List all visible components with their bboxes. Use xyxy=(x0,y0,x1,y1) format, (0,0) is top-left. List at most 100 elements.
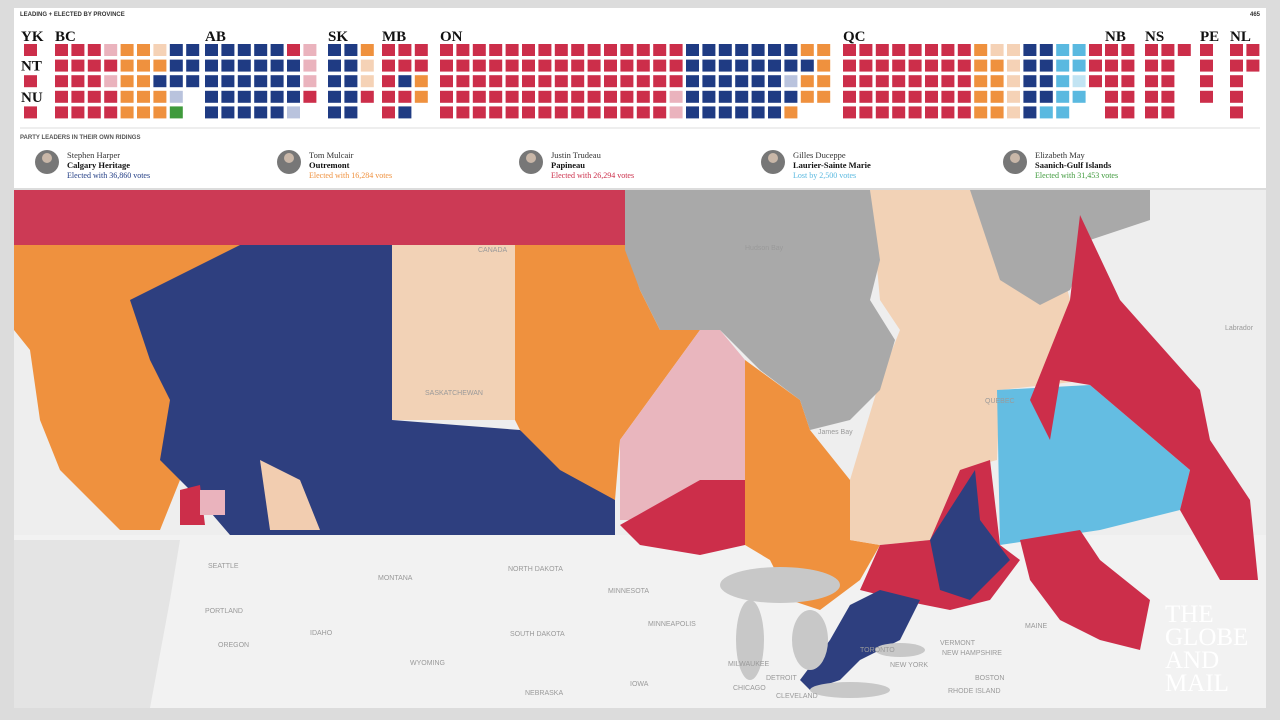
avatar-face xyxy=(526,153,536,163)
region xyxy=(800,590,920,690)
seat xyxy=(604,90,617,103)
seat xyxy=(571,75,585,88)
seat xyxy=(120,106,134,119)
seat xyxy=(1230,75,1243,88)
seat xyxy=(702,59,716,72)
seat xyxy=(104,44,118,56)
seat xyxy=(489,75,503,88)
seat xyxy=(472,75,486,88)
seat xyxy=(55,90,68,103)
seat xyxy=(456,59,470,72)
seat xyxy=(287,75,300,88)
leader-result: Elected with 31,453 votes xyxy=(1035,171,1118,180)
seat xyxy=(686,90,699,103)
seat xyxy=(669,59,683,72)
leader-result: Elected with 36,860 votes xyxy=(67,171,150,180)
seat xyxy=(1072,75,1086,88)
seat xyxy=(205,75,218,88)
logo-line: GLOBE xyxy=(1165,624,1248,651)
seat xyxy=(784,44,798,56)
seat xyxy=(925,90,938,103)
map-label: PORTLAND xyxy=(205,608,243,615)
seat xyxy=(571,106,585,119)
avatar-face xyxy=(1010,153,1020,163)
seat xyxy=(489,44,503,56)
seat xyxy=(1007,59,1020,72)
seat xyxy=(636,59,650,72)
seat xyxy=(1105,44,1118,56)
seat xyxy=(1145,59,1158,72)
seat xyxy=(620,106,634,119)
seat xyxy=(205,44,218,56)
seat xyxy=(382,75,395,88)
region xyxy=(745,360,880,610)
seat xyxy=(990,44,1004,56)
seat xyxy=(1039,106,1053,119)
seat xyxy=(636,106,650,119)
seat xyxy=(859,44,873,56)
map-label: MINNESOTA xyxy=(608,588,649,595)
seat xyxy=(104,90,118,103)
region xyxy=(620,330,745,520)
seat xyxy=(1105,75,1118,88)
avatar-face xyxy=(42,153,52,163)
seat xyxy=(702,90,716,103)
seat xyxy=(344,75,358,88)
seat xyxy=(1230,90,1243,103)
seat xyxy=(636,75,650,88)
seat xyxy=(1230,106,1243,119)
seat xyxy=(221,75,235,88)
seat xyxy=(1145,44,1158,56)
seat xyxy=(669,44,683,56)
seat xyxy=(843,90,856,103)
leader-riding: Saanich-Gulf Islands xyxy=(1035,160,1112,170)
map: CANADA Hudson Bay Labrador SASKATCHEWAN … xyxy=(14,190,1266,708)
seat xyxy=(1105,59,1118,72)
province-label: NL xyxy=(1230,29,1251,45)
seat xyxy=(751,90,765,103)
seat xyxy=(1161,44,1175,56)
map-label: MINNEAPOLIS xyxy=(648,621,696,628)
seat xyxy=(538,44,552,56)
seat xyxy=(440,59,453,72)
seat xyxy=(1246,44,1260,56)
seat xyxy=(620,90,634,103)
lake xyxy=(875,643,925,657)
seat xyxy=(686,44,699,56)
logo-line: THE xyxy=(1165,601,1214,628)
seat xyxy=(718,106,732,119)
seat xyxy=(287,44,300,56)
seat xyxy=(344,106,358,119)
leader-result: Elected with 16,284 votes xyxy=(309,171,392,180)
seat xyxy=(505,106,519,119)
seat xyxy=(55,44,68,56)
seat xyxy=(587,75,601,88)
panel-title: LEADING + ELECTED BY PROVINCE xyxy=(20,12,125,18)
seat xyxy=(303,90,317,103)
seat xyxy=(941,59,955,72)
seat xyxy=(990,106,1004,119)
seat xyxy=(1200,75,1213,88)
seat xyxy=(908,90,922,103)
seat xyxy=(908,59,922,72)
seat xyxy=(456,90,470,103)
province-label: ON xyxy=(440,29,463,45)
seat xyxy=(169,90,183,103)
seat xyxy=(538,106,552,119)
seat xyxy=(87,59,101,72)
seat xyxy=(360,59,374,72)
seat xyxy=(1089,75,1102,88)
seat xyxy=(538,59,552,72)
map-label: WYOMING xyxy=(410,660,445,667)
seat xyxy=(751,59,765,72)
seat xyxy=(1105,90,1118,103)
seat xyxy=(653,44,667,56)
seat xyxy=(892,90,906,103)
seat xyxy=(1072,44,1086,56)
map-label: NORTH DAKOTA xyxy=(508,566,563,573)
seat xyxy=(522,106,535,119)
seat xyxy=(1007,44,1020,56)
seat xyxy=(653,90,667,103)
seat xyxy=(456,44,470,56)
seat xyxy=(1177,44,1191,56)
